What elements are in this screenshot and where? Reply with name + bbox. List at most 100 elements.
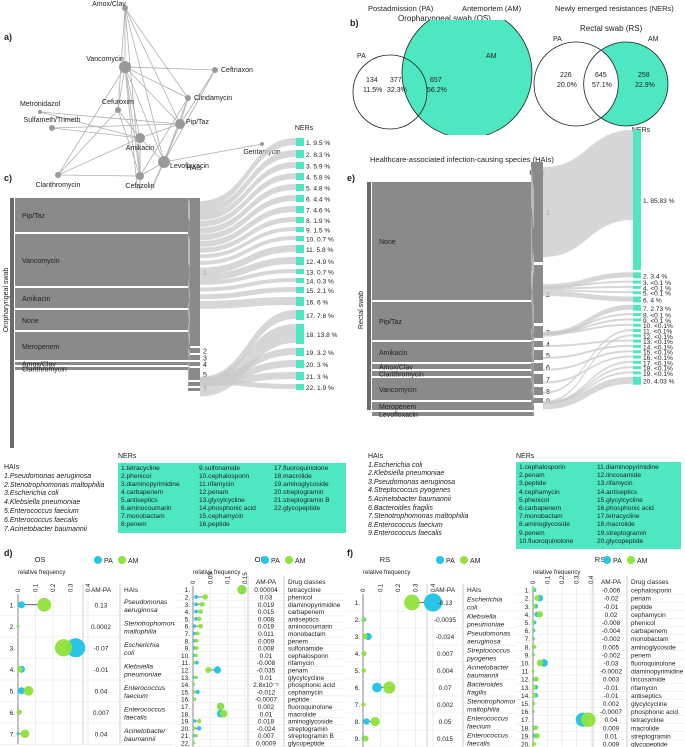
legend-pa-label: PA <box>446 558 455 565</box>
amp-value: 0.002 <box>603 701 620 708</box>
legend-item: 17.fluoroquinolone <box>274 465 329 472</box>
sankey-e-title: Healthcare-associated infection-causing … <box>370 155 554 164</box>
amp-value: 0.002 <box>258 704 275 711</box>
sankey-flow <box>543 344 633 359</box>
am-dot <box>237 585 247 595</box>
amp-value: -0.0002 <box>600 669 622 676</box>
legend-item: 18.macrolide <box>274 473 312 480</box>
row-number: 10. <box>521 660 530 667</box>
row-name: Bacteroides <box>467 682 503 689</box>
sankey-ner-node <box>296 138 304 146</box>
sankey-ner-label: 7. 2.73 % <box>643 306 671 313</box>
amp-value: 0.007 <box>93 710 110 717</box>
row-name: phenicol <box>288 594 313 601</box>
row-number: 1. <box>355 600 361 607</box>
sankey-ner-label: 15. 2.1 % <box>306 288 334 295</box>
row-number: 3. <box>10 645 16 652</box>
row-number: 3. <box>355 634 361 641</box>
sankey-drug-label: Clarithromycin <box>379 372 424 379</box>
sankey-flow <box>543 280 633 288</box>
row-number: 15. <box>181 689 190 696</box>
row-number: 11. <box>181 660 190 667</box>
legend-pa-dot <box>603 556 611 564</box>
sankey-flow <box>543 376 633 410</box>
dotplot-title: RS <box>380 555 390 564</box>
pa-dot <box>372 682 382 693</box>
legend-e-hais: HAIs 1.Escherichia coli 2.Klebsiella pneu… <box>368 453 508 539</box>
row-name: faecalis <box>124 714 148 721</box>
venn-os-mid-p: 32.3% <box>387 87 407 94</box>
legend-item: 9.Enterococcus faecalis <box>368 530 442 538</box>
legend-item: 1.Escherichia coli <box>368 461 423 469</box>
row-number: 18. <box>181 711 190 718</box>
row-name: Escherichia <box>124 642 159 649</box>
legend-item: 15.cephamycin <box>199 513 244 520</box>
sankey-ner-label: 8. 1.9 % <box>306 218 330 225</box>
panel-label-b: b) <box>350 18 359 28</box>
network-edge <box>150 123 181 190</box>
network-node-label: Cefuroxim <box>102 99 134 106</box>
sankey-hai-node <box>531 387 543 395</box>
sankey-drug-label: None <box>379 239 396 246</box>
network-node <box>185 95 191 101</box>
sankey-hai-node <box>188 382 200 386</box>
sankey-ner-node <box>633 313 641 317</box>
legend-item: 5.antiseptics <box>121 497 158 504</box>
row-number: 1. <box>525 588 531 595</box>
sankey-ner-node <box>633 360 641 364</box>
sankey-hai-node <box>531 398 543 403</box>
network-edge <box>163 143 263 163</box>
row-number: 21. <box>181 733 190 740</box>
row-number: 17. <box>181 704 190 711</box>
network-node-label: Ceftriaxon <box>221 67 253 74</box>
row-number: 7. <box>355 702 361 709</box>
sankey-flow <box>200 150 296 215</box>
am-dot <box>536 659 544 667</box>
sankey-ner-node <box>296 310 304 320</box>
am-dot <box>536 611 544 618</box>
row-name: pneumoniae <box>466 622 505 629</box>
network-edge <box>124 66 181 125</box>
legend-am-dot <box>118 556 126 564</box>
row-number: 18. <box>521 725 530 732</box>
amp-value: 0.009 <box>603 725 620 732</box>
legend-item: 6.aminocoumarin <box>121 505 172 512</box>
row-name: glycylcycline <box>288 675 325 682</box>
sankey-drug-label: None <box>22 318 39 325</box>
freq-axis-label: relative frequency <box>18 570 65 576</box>
network-edge <box>124 7 165 163</box>
row-number: 14. <box>521 693 530 700</box>
legend-item: 4.cephamycin <box>519 488 560 496</box>
sankey-rectal: Rectal swabHAIsNERsNonePip/TazAmikacinAm… <box>358 127 675 419</box>
sankey-flow <box>188 235 190 268</box>
network-node <box>55 172 61 178</box>
row-name: pyogenes <box>466 656 497 663</box>
row-number: 4. <box>355 651 361 658</box>
sankey-ner-node <box>633 272 641 279</box>
legend-item: 7.Acinetobacter baumannii <box>4 525 87 533</box>
legend-item: 13.rifamycin <box>597 480 633 488</box>
pa-dot <box>192 719 197 723</box>
sankey-ners-title: NERs <box>632 127 651 134</box>
legend-pa-dot <box>436 556 444 564</box>
axis-tick-label: 0.3 <box>414 583 420 592</box>
legend-item: 8.aminoglycoside <box>519 521 570 529</box>
row-name: tetracycline <box>288 587 321 594</box>
am-dot <box>531 710 535 713</box>
amp-value: 0.04 <box>605 717 618 724</box>
network-edge <box>57 109 119 176</box>
row-name: fluoroquinolone <box>631 660 676 667</box>
legend-c-ner-title: NERs <box>118 453 137 460</box>
row-name: monobactam <box>288 631 326 638</box>
legend-item: 10.cephalosporin <box>199 473 250 480</box>
amp-value: -0.13 <box>438 600 453 607</box>
venn-rs-title: Rectal swab (RS) <box>580 24 643 33</box>
legend-item: 2.Stenotrophomonas maltophilia <box>4 481 105 489</box>
sankey-ner-node <box>296 324 304 344</box>
legend-item: 4.Streptococcus pyogenes <box>368 487 451 495</box>
sankey-ner-node <box>633 350 641 354</box>
sankey-ner-node <box>633 344 641 348</box>
row-name: phosphonic acid <box>631 709 678 716</box>
network-node-label: Cefazolin <box>125 183 154 190</box>
row-name: diaminopyrimidine <box>631 669 684 676</box>
